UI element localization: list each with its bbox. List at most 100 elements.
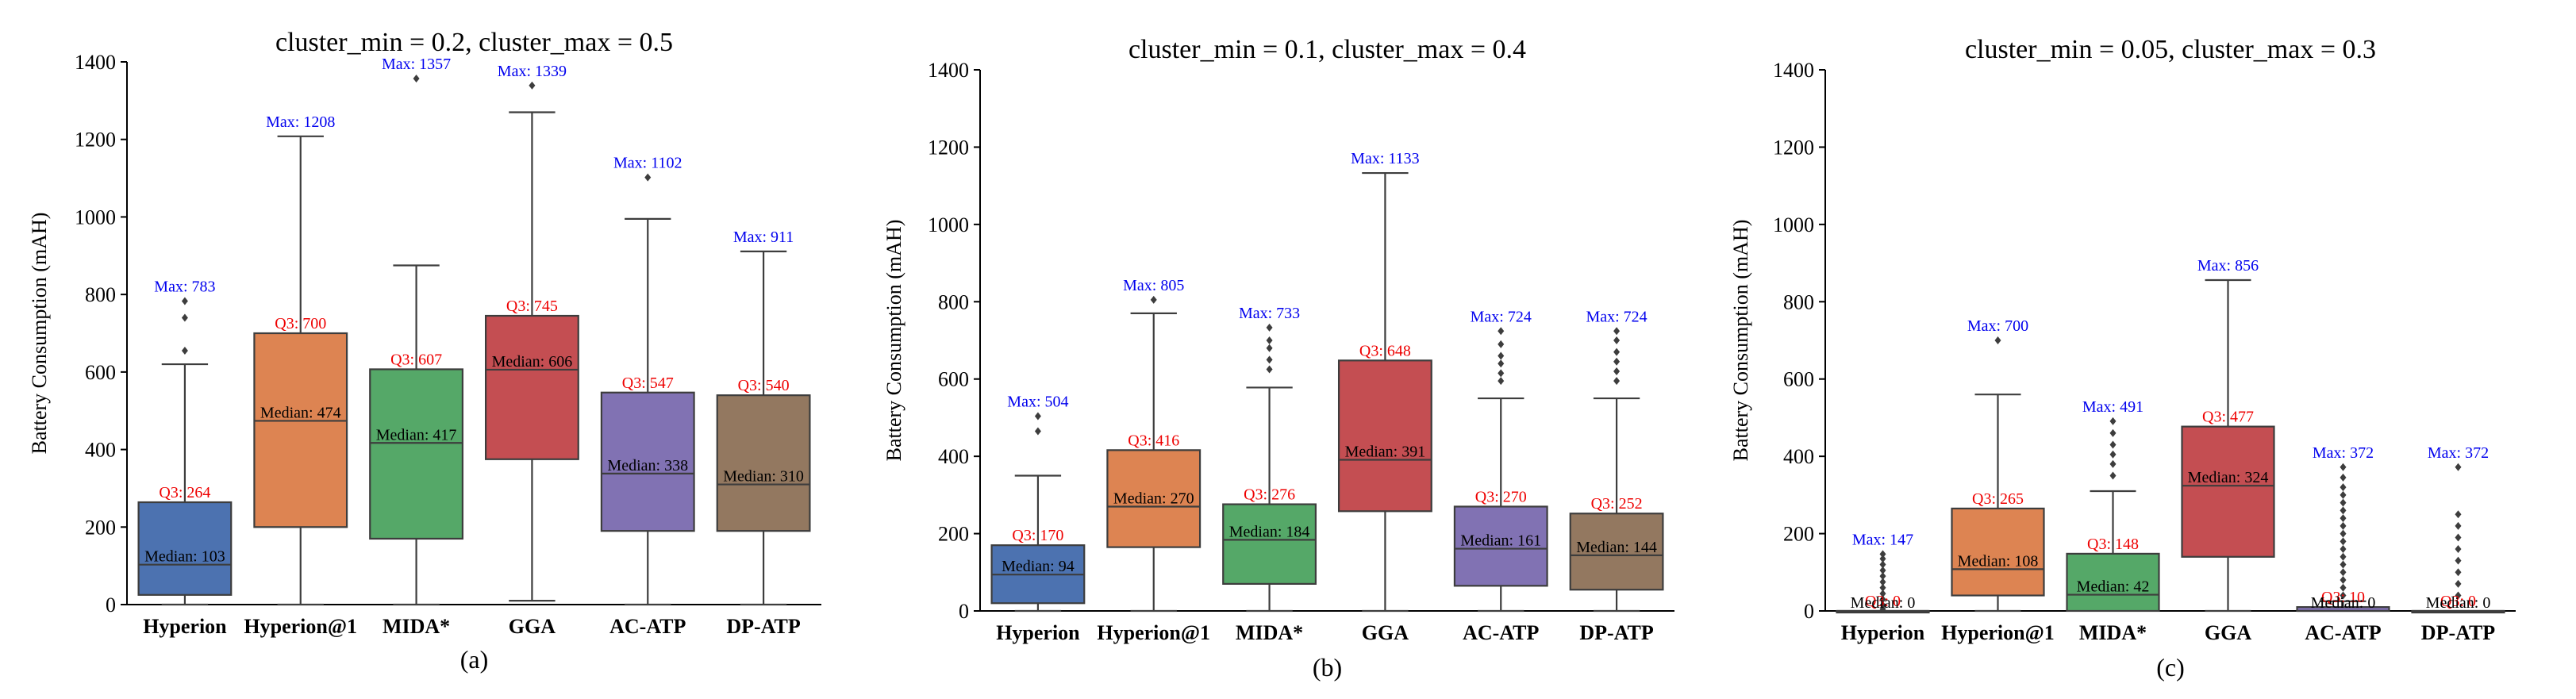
outlier-point bbox=[2340, 463, 2347, 471]
y-tick-label: 1400 bbox=[1773, 59, 1814, 82]
max-label: Max: 147 bbox=[1852, 531, 1913, 548]
q3-label: Q3: 170 bbox=[1012, 527, 1063, 544]
q3-label: Q3: 0 bbox=[1865, 593, 1901, 610]
subplot-label: (a) bbox=[460, 645, 489, 674]
outlier-point bbox=[1498, 327, 1505, 336]
outlier-point bbox=[2109, 450, 2117, 459]
chart-title: cluster_min = 0.05, cluster_max = 0.3 bbox=[1965, 35, 2376, 64]
outlier-point bbox=[2340, 483, 2347, 492]
q3-label: Q3: 10 bbox=[2321, 589, 2365, 606]
y-tick-label: 0 bbox=[1804, 600, 1814, 623]
x-tick-label: Hyperion@1 bbox=[1097, 621, 1210, 644]
outlier-point bbox=[2340, 490, 2347, 499]
outlier-point bbox=[2340, 591, 2347, 600]
box-iqr bbox=[1222, 503, 1317, 586]
y-tick-label: 800 bbox=[938, 290, 969, 313]
max-label: Max: 783 bbox=[154, 278, 215, 295]
q3-label: Q3: 648 bbox=[1359, 342, 1411, 359]
x-tick-label: MIDA* bbox=[383, 615, 450, 638]
y-tick-label: 1200 bbox=[1773, 136, 1814, 159]
box-ac-atp: Max: 724 Q3: 270 Median: 161 bbox=[1453, 308, 1548, 613]
q3-label: Q3: 700 bbox=[275, 315, 326, 332]
y-axis-label: Battery Consumption (mAH) bbox=[1729, 220, 1752, 462]
outlier-point bbox=[2455, 463, 2462, 471]
q3-label: Q3: 252 bbox=[1591, 495, 1643, 513]
x-tick-label: AC-ATP bbox=[1463, 621, 1539, 644]
outlier-point bbox=[2340, 576, 2347, 585]
y-tick-label: 200 bbox=[938, 523, 969, 546]
q3-label: Q3: 276 bbox=[1244, 486, 1295, 504]
chart-panel-1: 0 200 400 600 800 1000 1200 1400 Battery Consump… bbox=[28, 28, 821, 674]
x-tick-label: DP-ATP bbox=[1579, 621, 1654, 644]
outlier-point bbox=[1879, 555, 1886, 563]
outlier-point bbox=[2455, 556, 2462, 565]
outlier-point bbox=[1266, 323, 1273, 332]
outlier-point bbox=[1266, 344, 1273, 352]
x-tick-label: Hyperion bbox=[996, 621, 1080, 644]
x-tick-label: DP-ATP bbox=[726, 615, 801, 638]
x-tick-label: MIDA* bbox=[1236, 621, 1303, 644]
y-tick-label: 1200 bbox=[75, 129, 116, 152]
max-label: Max: 1357 bbox=[382, 56, 451, 73]
median-label: Median: 161 bbox=[1460, 532, 1541, 550]
y-tick-label: 0 bbox=[106, 593, 116, 616]
box-mida-: Max: 1357 Q3: 607 Median: 417 bbox=[369, 56, 464, 606]
y-tick-label: 600 bbox=[938, 368, 969, 391]
outlier-point bbox=[1879, 595, 1886, 604]
outlier-point bbox=[1498, 359, 1505, 368]
median-label: Median: 144 bbox=[1576, 539, 1657, 556]
outlier-point bbox=[2340, 560, 2347, 569]
median-label: Median: 310 bbox=[723, 468, 804, 486]
x-tick-label: AC-ATP bbox=[2305, 621, 2381, 644]
outlier-point bbox=[1613, 336, 1621, 344]
outlier-point bbox=[2340, 537, 2347, 546]
box-hyperion: Max: 504 Q3: 170 Median: 94 bbox=[990, 393, 1086, 613]
max-label: Max: 1133 bbox=[1351, 150, 1419, 167]
outlier-point bbox=[1498, 377, 1505, 386]
box-dp-atp: Max: 911 Q3: 540 Median: 310 bbox=[716, 229, 811, 606]
y-tick-label: 200 bbox=[85, 516, 116, 539]
outlier-point bbox=[644, 173, 652, 182]
box-iqr bbox=[2181, 425, 2275, 558]
x-tick-label: GGA bbox=[2205, 621, 2251, 644]
max-label: Max: 372 bbox=[2313, 444, 2374, 462]
q3-label: Q3: 265 bbox=[1972, 490, 2024, 508]
outlier-point bbox=[1266, 336, 1273, 344]
outlier-point bbox=[2340, 568, 2347, 577]
x-tick-label: Hyperion@1 bbox=[244, 615, 357, 638]
box-iqr bbox=[716, 394, 811, 532]
outlier-point bbox=[2455, 533, 2462, 542]
y-tick-label: 400 bbox=[85, 439, 116, 462]
outlier-point bbox=[2455, 568, 2462, 577]
outlier-point bbox=[1266, 365, 1273, 374]
q3-label: Q3: 148 bbox=[2087, 536, 2139, 553]
max-label: Max: 1208 bbox=[266, 113, 335, 131]
box-iqr bbox=[1453, 505, 1548, 587]
outlier-point bbox=[2455, 545, 2462, 554]
outlier-point bbox=[181, 346, 188, 355]
median-label: Median: 391 bbox=[1345, 444, 1426, 461]
outlier-point bbox=[1879, 560, 1886, 569]
box-iqr bbox=[369, 368, 464, 540]
max-label: Max: 805 bbox=[1123, 277, 1184, 294]
q3-label: Q3: 745 bbox=[506, 298, 558, 315]
outlier-point bbox=[413, 75, 420, 83]
outlier-point bbox=[2109, 428, 2117, 437]
box-mida-: Max: 733 Q3: 276 Median: 184 bbox=[1222, 305, 1317, 613]
outlier-point bbox=[1150, 295, 1157, 304]
box-hyperion-1: Max: 1208 Q3: 700 Median: 474 bbox=[253, 113, 348, 606]
outlier-point bbox=[1613, 367, 1621, 375]
box-dp-atp: Max: 724 Q3: 252 Median: 144 bbox=[1569, 308, 1664, 613]
y-tick-label: 1000 bbox=[928, 213, 969, 236]
y-tick-label: 1400 bbox=[75, 51, 116, 74]
median-label: Median: 0 bbox=[1851, 594, 1916, 612]
y-axis-label: Battery Consumption (mAH) bbox=[882, 220, 905, 462]
outlier-point bbox=[2340, 545, 2347, 554]
q3-label: Q3: 270 bbox=[1475, 488, 1527, 505]
median-label: Median: 474 bbox=[260, 404, 341, 421]
chart-title: cluster_min = 0.2, cluster_max = 0.5 bbox=[275, 28, 673, 57]
outlier-point bbox=[2340, 473, 2347, 482]
